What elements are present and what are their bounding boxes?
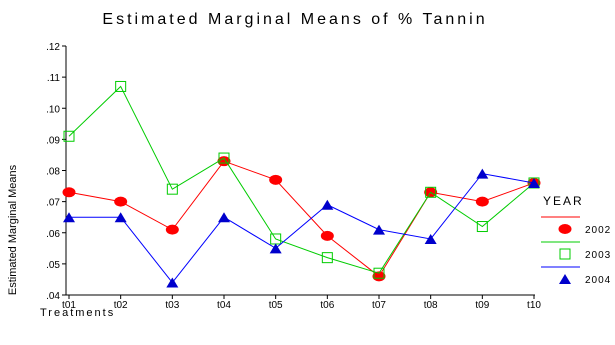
x-tick-label: t06: [320, 300, 334, 311]
series-line-2003: [68, 85, 535, 274]
x-tick-label: t09: [475, 300, 489, 311]
data-point-marker: [63, 212, 75, 223]
data-point-marker: [476, 168, 489, 179]
data-point-marker: [425, 186, 437, 198]
data-point-marker: [476, 221, 488, 233]
x-tick-label: t03: [165, 300, 179, 311]
legend-label: 2003: [585, 250, 611, 261]
data-point-marker: [165, 224, 179, 235]
x-tick-label: t04: [217, 300, 231, 311]
data-point-marker: [559, 248, 571, 260]
x-tick-label: t02: [114, 300, 128, 311]
x-tick-label: t01: [62, 300, 76, 311]
legend-title: YEAR: [543, 194, 584, 208]
x-axis-title: Treatments: [40, 307, 115, 319]
series-2004: [63, 168, 540, 288]
chart-title: Estimated Marginal Means of % Tannin: [102, 11, 487, 28]
data-point-marker: [63, 130, 75, 142]
data-point-marker: [559, 274, 571, 284]
data-point-marker: [218, 212, 230, 223]
data-point-marker: [475, 196, 489, 207]
y-tick-label: .10: [46, 104, 60, 115]
x-tick-label: t10: [527, 300, 541, 311]
data-point-marker: [115, 80, 127, 92]
y-tick-label: .12: [46, 42, 60, 53]
series-line-2002: [68, 160, 535, 278]
data-point-marker: [166, 183, 178, 195]
y-tick-label: .09: [46, 135, 60, 146]
legend: 2002 2003 2004: [541, 216, 611, 286]
data-point-marker: [218, 152, 230, 164]
series-2003: [63, 80, 540, 279]
legend-label: 2002: [585, 225, 611, 236]
data-point-marker: [373, 267, 385, 279]
data-point-marker: [62, 187, 76, 198]
data-point-marker: [321, 252, 333, 264]
series-line-2004: [69, 173, 535, 284]
data-point-marker: [528, 177, 540, 188]
legend-label: 2004: [585, 275, 611, 286]
x-tick-label: t08: [424, 300, 438, 311]
x-tick-label: t07: [372, 300, 386, 311]
data-point-marker: [373, 224, 385, 235]
y-axis-title: Estimated Marginal Means: [7, 164, 19, 295]
y-tick-label: .08: [46, 167, 60, 178]
x-tick-label: t05: [269, 300, 283, 311]
data-point-marker: [114, 212, 127, 223]
y-tick-label: .05: [46, 260, 60, 271]
y-tick-label: .07: [46, 198, 60, 209]
data-point-marker: [320, 230, 334, 241]
data-point-marker: [269, 174, 283, 185]
data-point-marker: [558, 224, 572, 234]
data-point-marker: [269, 243, 282, 254]
legend-item-2002: 2002: [541, 216, 611, 236]
plot-area: .04 .05 .06 .07 .08 .09 .10 .11 .12 t01 t02 t03 t04 t…: [46, 42, 541, 311]
data-point-marker: [424, 233, 437, 244]
legend-item-2003: 2003: [541, 241, 611, 261]
y-tick-label: .11: [47, 73, 61, 84]
data-point-marker: [372, 271, 386, 282]
legend-item-2004: 2004: [541, 266, 611, 286]
y-tick-label: .04: [46, 291, 60, 302]
data-point-marker: [114, 196, 128, 207]
series-2002: [62, 156, 541, 282]
data-point-marker: [321, 199, 334, 210]
y-tick-label: .06: [46, 229, 60, 240]
data-point-marker: [166, 277, 179, 288]
